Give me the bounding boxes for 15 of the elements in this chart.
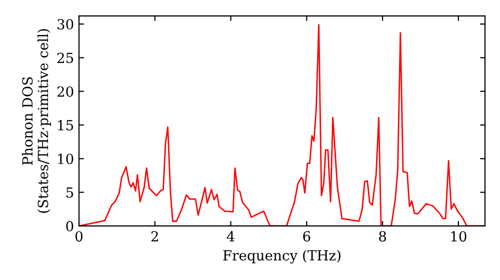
x-tick-label: 6 — [303, 231, 310, 242]
y-tick-label: 30 — [58, 19, 74, 30]
x-tick-label: 10 — [451, 231, 466, 242]
x-axis-title: Frequency (THz) — [223, 250, 340, 264]
y-tick-label: 0 — [66, 220, 74, 232]
x-tick-label: 4 — [226, 231, 234, 242]
y-tick-label: 20 — [57, 86, 74, 97]
x-tick-label: 2 — [151, 231, 158, 242]
y-tick-label: 25 — [57, 52, 74, 64]
x-tick-label: 8 — [379, 231, 386, 242]
x-tick-label: 0 — [75, 231, 82, 242]
y-tick-label: 10 — [58, 154, 74, 164]
y-tick-label: 5 — [66, 187, 74, 198]
y-tick-label: 15 — [58, 120, 74, 130]
y-axis-title: Phonon DOS (States/THz·primitive cell) — [22, 29, 51, 213]
